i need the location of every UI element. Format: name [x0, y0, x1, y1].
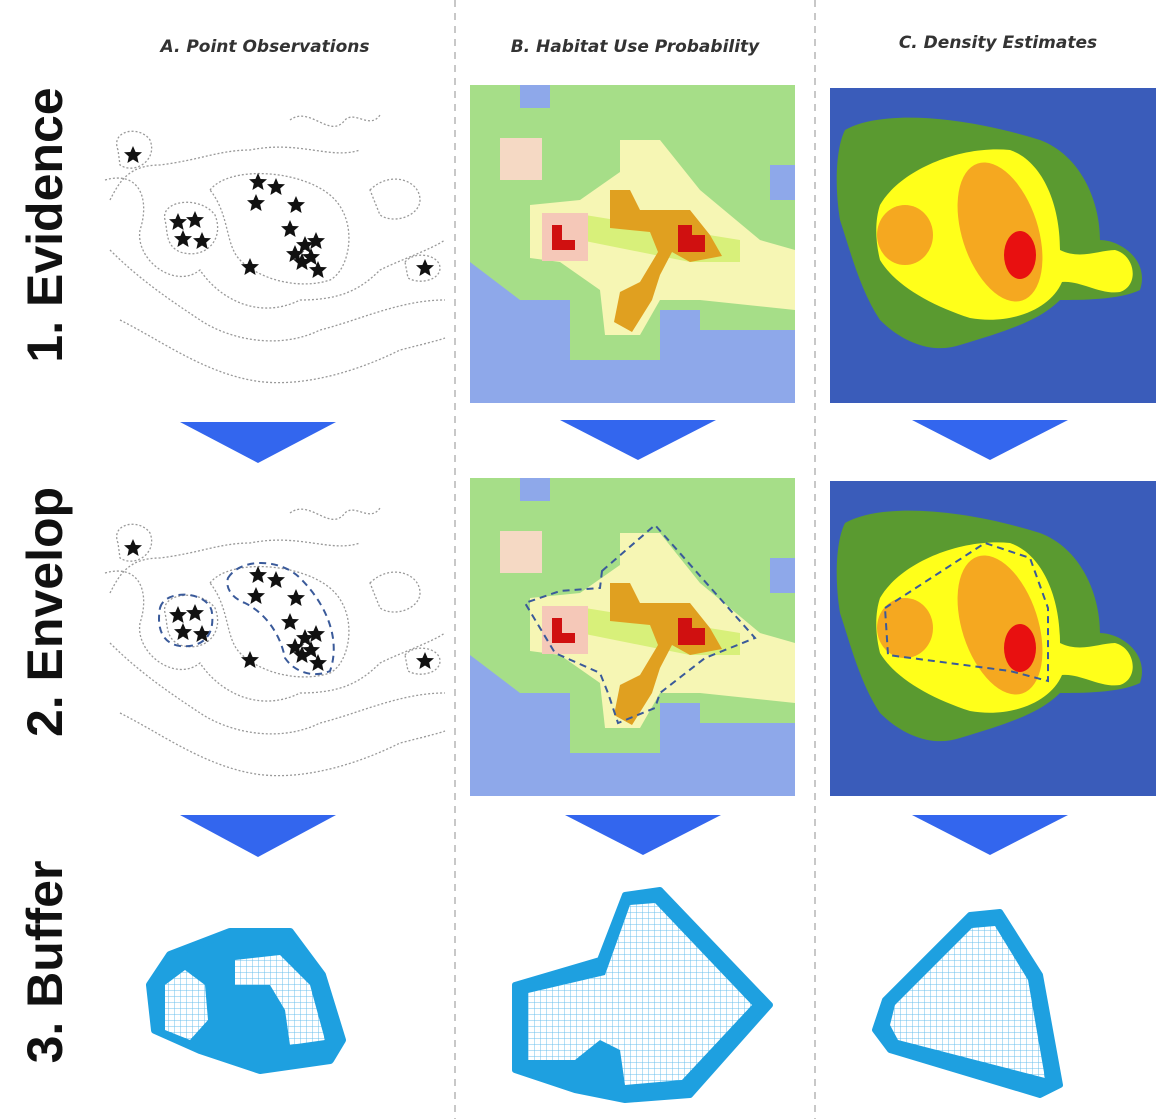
outline: [226, 562, 335, 676]
row-label: 1. Evidence: [17, 87, 73, 362]
column-title: B. Habitat Use Probability: [511, 37, 760, 57]
shape: [883, 541, 1049, 683]
shape: [565, 815, 721, 855]
habitat-map: [470, 85, 795, 403]
buffer-a: [146, 928, 346, 1074]
point-map: [105, 115, 445, 383]
shape: [523, 523, 757, 725]
row-label: 3. Buffer: [17, 861, 73, 1064]
row-label: 2. Envelop: [17, 487, 73, 737]
column-title: C. Density Estimates: [899, 33, 1097, 53]
density-map: [830, 88, 1156, 403]
shape: [830, 481, 1156, 796]
shape: [912, 815, 1068, 855]
shape: [180, 815, 336, 857]
arrows: [180, 420, 1068, 857]
shape: [180, 422, 336, 463]
shape: [560, 420, 716, 460]
buffer-c: [872, 909, 1063, 1098]
shape: [912, 420, 1068, 460]
buffer-b: [512, 887, 773, 1103]
envelope-row: [105, 478, 1156, 796]
shape: [470, 478, 795, 796]
shape: [165, 970, 208, 1040]
shape: [105, 508, 445, 776]
outline: [158, 593, 214, 648]
shape: [235, 955, 325, 1045]
column-title: A. Point Observations: [158, 37, 369, 57]
shape: [528, 903, 752, 1085]
shape: [890, 926, 1045, 1078]
